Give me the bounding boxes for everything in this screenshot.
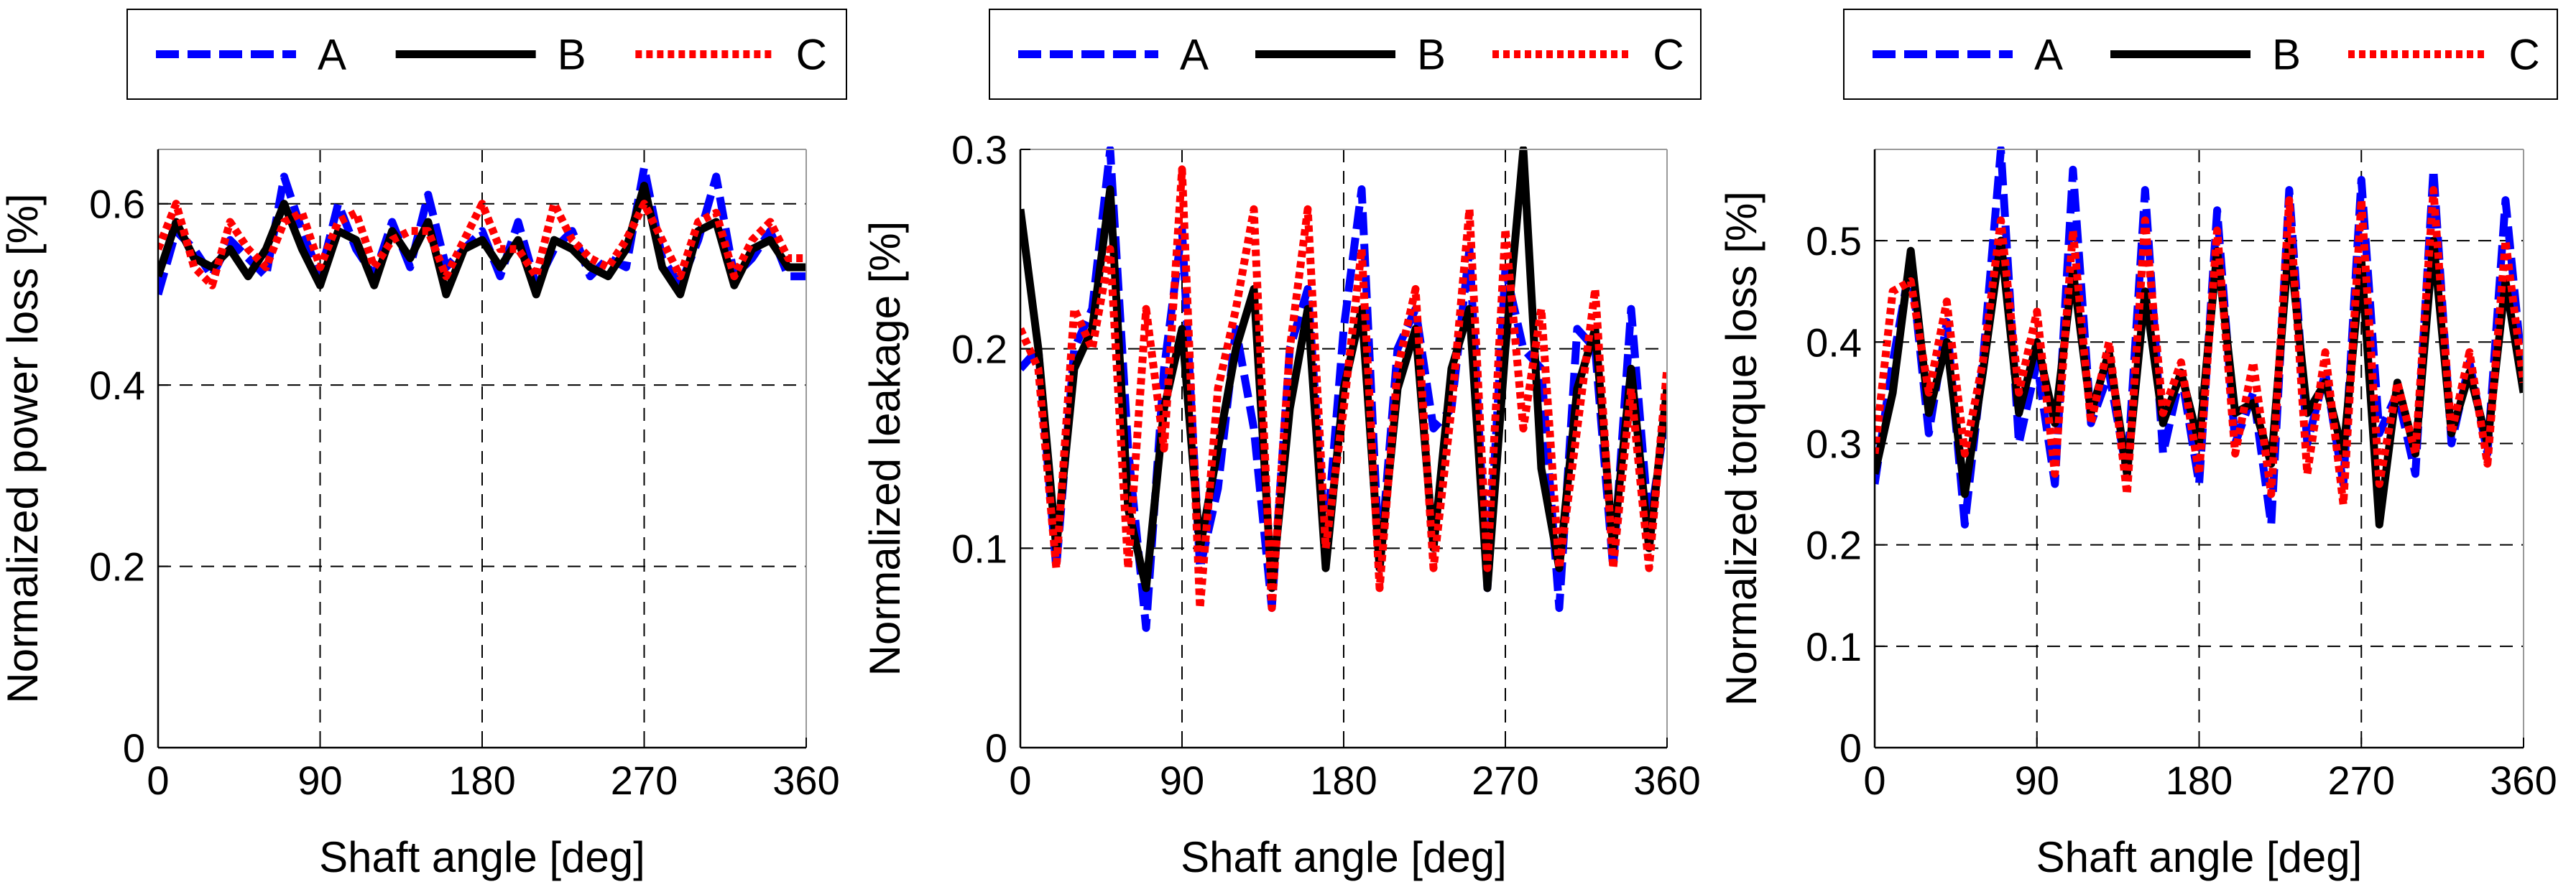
x-tick-label: 90 bbox=[297, 758, 342, 803]
x-tick-label: 270 bbox=[1472, 758, 1538, 803]
y-tick-label: 0 bbox=[1839, 725, 1862, 771]
y-tick-label: 0.5 bbox=[1806, 218, 1862, 264]
x-axis-title: Shaft angle [deg] bbox=[1181, 833, 1507, 881]
series-line-a bbox=[1875, 147, 2524, 529]
legend-label-b: B bbox=[558, 31, 586, 79]
legend: A B C bbox=[1843, 9, 2558, 100]
chart-panel-3: 0 90 180 270 360 0 0.1 0.2 0.3 0.4 0.5 Shaft angle … bbox=[1717, 9, 2558, 881]
x-tick-label: 180 bbox=[2166, 758, 2233, 803]
legend-label-c: C bbox=[1653, 31, 1684, 79]
chart-panel-1: 0 90 180 270 360 0 0.2 0.4 0.6 Shaft angle [deg] N… bbox=[0, 9, 847, 881]
y-tick-label: 0.3 bbox=[951, 127, 1007, 172]
y-tick-label: 0.1 bbox=[1806, 624, 1862, 669]
legend-label-a: A bbox=[2034, 31, 2063, 79]
legend-label-c: C bbox=[2508, 31, 2539, 79]
x-tick-label: 360 bbox=[2490, 758, 2557, 803]
y-tick-label: 0.4 bbox=[89, 363, 145, 408]
legend: A B C bbox=[126, 9, 847, 100]
x-tick-label: 180 bbox=[1310, 758, 1377, 803]
y-axis-title: Normalized torque loss [%] bbox=[1717, 191, 1765, 706]
legend-label-b: B bbox=[1417, 31, 1446, 79]
series-group bbox=[1020, 147, 1667, 632]
x-tick-label: 90 bbox=[1160, 758, 1204, 803]
legend-label-a: A bbox=[1180, 31, 1209, 79]
x-tick-label: 270 bbox=[2328, 758, 2395, 803]
series-line-c bbox=[158, 200, 806, 289]
x-tick-label: 360 bbox=[1633, 758, 1700, 803]
y-tick-label: 0.1 bbox=[951, 526, 1007, 571]
y-axis-title: Normalized leakage [%] bbox=[861, 221, 909, 677]
y-tick-label: 0.6 bbox=[89, 182, 145, 227]
y-tick-label: 0.2 bbox=[951, 327, 1007, 372]
y-tick-label: 0.2 bbox=[1806, 523, 1862, 568]
x-tick-label: 0 bbox=[1009, 758, 1031, 803]
legend-label-b: B bbox=[2272, 31, 2301, 79]
x-tick-label: 0 bbox=[1863, 758, 1885, 803]
x-axis-title: Shaft angle [deg] bbox=[319, 833, 645, 881]
chart-panel-2: 0 90 180 270 360 0 0.1 0.2 0.3 Shaft angle [deg] N… bbox=[861, 9, 1702, 881]
x-axis-title: Shaft angle [deg] bbox=[2036, 833, 2363, 881]
series-group bbox=[158, 163, 806, 299]
y-axis-title: Normalized power loss [%] bbox=[0, 193, 47, 703]
x-tick-label: 180 bbox=[448, 758, 515, 803]
x-tick-label: 360 bbox=[772, 758, 839, 803]
x-tick-label: 270 bbox=[611, 758, 678, 803]
x-tick-label: 90 bbox=[2015, 758, 2059, 803]
x-tick-label: 0 bbox=[147, 758, 169, 803]
legend: A B C bbox=[989, 9, 1702, 100]
y-tick-label: 0 bbox=[985, 725, 1007, 771]
series-line-c bbox=[1875, 186, 2524, 508]
legend-label-c: C bbox=[796, 31, 827, 79]
y-tick-label: 0.3 bbox=[1806, 421, 1862, 466]
y-tick-label: 0 bbox=[123, 725, 145, 771]
legend-label-a: A bbox=[318, 31, 346, 79]
y-tick-label: 0.2 bbox=[89, 544, 145, 590]
series-group bbox=[1875, 147, 2524, 529]
y-tick-label: 0.4 bbox=[1806, 320, 1862, 365]
series-line-c bbox=[1020, 165, 1667, 613]
